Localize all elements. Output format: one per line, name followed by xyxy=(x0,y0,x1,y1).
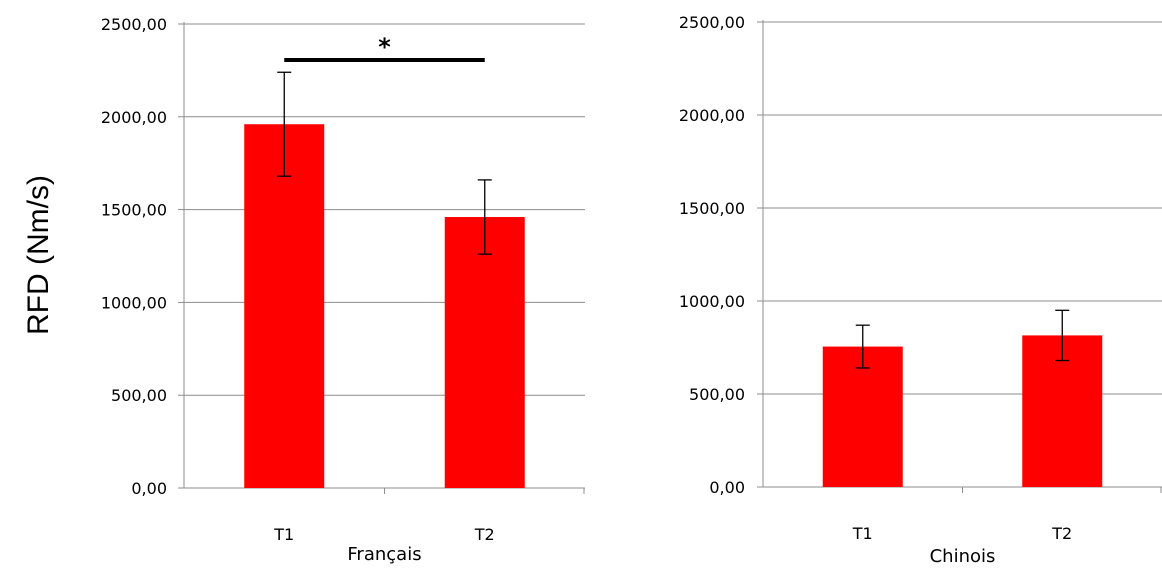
x-tick-label: T1 xyxy=(852,524,873,543)
y-tick-label: 2500,00 xyxy=(101,15,167,34)
x-axis-title: Chinois xyxy=(930,546,996,567)
y-tick-label: 2000,00 xyxy=(101,108,167,127)
significance-label: * xyxy=(378,33,391,61)
x-axis-title: Français xyxy=(347,544,421,565)
y-tick-label: 0,00 xyxy=(131,479,167,498)
y-tick-label: 500,00 xyxy=(689,385,745,404)
x-tick-label: T1 xyxy=(273,525,294,544)
y-tick-label: 1000,00 xyxy=(101,293,167,312)
y-tick-label: 500,00 xyxy=(111,386,167,405)
chart-panel-chinois: 0,00 500,00 1000,00 1500,00 2000,00 2500,00 T1… xyxy=(679,13,1162,567)
y-axis-title: RFD (Nm/s) xyxy=(22,175,55,335)
bar-t1 xyxy=(822,346,903,487)
y-tick-label: 2000,00 xyxy=(679,106,745,125)
chart-panel-francais: 0,00 500,00 1000,00 1500,00 2000,00 2500,00 T1… xyxy=(101,15,585,565)
x-tick-label: T2 xyxy=(474,525,495,544)
y-tick-label: 1500,00 xyxy=(101,201,167,220)
y-tick-label: 1500,00 xyxy=(679,199,745,218)
x-tick-label: T2 xyxy=(1051,524,1072,543)
y-tick-label: 1000,00 xyxy=(679,292,745,311)
bar-t2 xyxy=(444,217,525,489)
y-tick-label: 2500,00 xyxy=(679,13,745,32)
y-tick-label: 0,00 xyxy=(709,478,745,497)
bar-t1 xyxy=(244,124,325,488)
